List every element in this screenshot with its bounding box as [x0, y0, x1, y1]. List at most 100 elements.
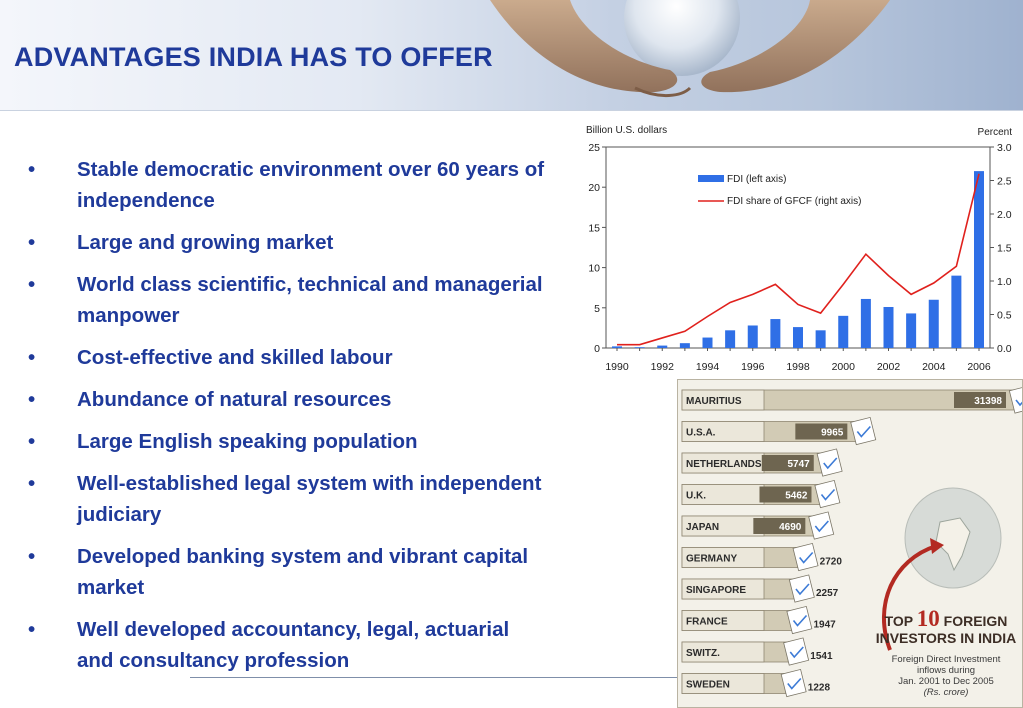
checkmark-icon: [787, 677, 802, 690]
x-tick-label: 2002: [877, 361, 901, 373]
bullet-item: • Large and growing market: [28, 227, 548, 258]
checkmark-icon: [814, 520, 829, 533]
investor-country: MAURITIUS: [686, 396, 742, 407]
left-axis-title: Billion U.S. dollars: [586, 125, 667, 136]
fdi-bar: [679, 343, 690, 348]
fdi-bar: [906, 313, 917, 348]
bullet-text: Abundance of natural resources: [77, 388, 392, 411]
investor-country: JAPAN: [686, 522, 719, 533]
fdi-bar: [974, 171, 984, 348]
right-tick-label: 1.5: [997, 243, 1012, 255]
certificate-icon: [1008, 385, 1022, 414]
bullet-marker: •: [28, 388, 36, 411]
investor-label-box: [681, 610, 765, 631]
investor-value: 4690: [779, 522, 802, 533]
fdi-bar: [657, 345, 668, 348]
x-tick-label: 2000: [832, 361, 856, 373]
left-tick-label: 5: [594, 303, 600, 315]
investor-country: SINGAPORE: [686, 585, 746, 596]
certificate-icon: [814, 479, 841, 509]
x-tick-label: 1996: [741, 361, 765, 373]
fdi-bar: [747, 325, 758, 348]
certificate-icon: [808, 511, 835, 540]
fdi-bar: [634, 347, 645, 348]
investor-label-box: [681, 547, 765, 568]
certificate-icon: [786, 605, 813, 635]
investor-label-box: [681, 578, 765, 600]
fdi-bar: [860, 298, 871, 348]
investor-country: SWEDEN: [686, 680, 730, 691]
x-tick-label: 2004: [922, 361, 946, 373]
right-axis-title: Percent: [978, 127, 1013, 138]
investor-value-bar: [954, 392, 1006, 408]
investor-value: 5462: [785, 491, 808, 502]
investor-country: U.S.A.: [686, 428, 716, 439]
right-tick-label: 2.5: [997, 176, 1012, 188]
certificate-icon: [816, 448, 843, 477]
infographic-subtitle: Foreign Direct Investment inflows during…: [868, 654, 1022, 698]
bullet-text: Well developed accountancy, legal, actua…: [77, 618, 510, 672]
investor-value-bar: [759, 486, 812, 503]
fdi-bar: [951, 275, 962, 348]
bullet-marker: •: [28, 472, 36, 495]
investor-country: U.K.: [686, 491, 706, 502]
infographic-title-number: 10: [916, 606, 940, 631]
legend-label-gfcf: FDI share of GFCF (right axis): [727, 196, 861, 207]
pointer-arrow-icon: [881, 544, 937, 651]
bullet-marker: •: [28, 346, 36, 369]
investor-country: SWITZ.: [686, 648, 720, 659]
investor-value: 1228: [808, 683, 831, 694]
bullet-text: Developed banking system and vibrant cap…: [77, 545, 529, 599]
top-investors-chart: MAURITIUS 31398 U.S.A. 9965 NETHERLANDS 5747 U…: [681, 385, 1022, 698]
checkmark-icon: [789, 646, 804, 659]
x-tick-label: 2006: [967, 361, 991, 373]
checkmark-icon: [795, 583, 810, 596]
checkmark-icon: [820, 488, 836, 501]
investor-country: NETHERLANDS: [686, 459, 762, 470]
x-tick-label: 1990: [605, 361, 629, 373]
investor-label-box: [681, 641, 765, 663]
infographic-title-post: FOREIGN INVESTORS IN INDIA: [875, 613, 1017, 646]
certificate-icon: [792, 542, 819, 572]
bullet-item: • Well developed accountancy, legal, actu…: [28, 614, 548, 676]
investor-value: 5747: [788, 459, 811, 470]
fdi-chart: Billion U.S. dollars Percent 0 5 10 15 20 25 0.0…: [586, 125, 1013, 373]
fdi-bar: [928, 299, 939, 348]
left-tick-label: 20: [588, 182, 600, 194]
investor-value-bar: [753, 518, 806, 534]
investor-value: 2720: [820, 557, 843, 568]
infographic-subtitle-line: Jan. 2001 to Dec 2005: [898, 676, 994, 687]
bullet-item: • Developed banking system and vibrant ca…: [28, 541, 548, 603]
bullet-list: • Stable democratic environment over 60 y…: [28, 154, 548, 687]
fdi-bar: [793, 327, 803, 348]
bullet-text: Large English speaking population: [77, 430, 418, 453]
fdi-bar: [838, 315, 849, 348]
right-tick-label: 1.0: [997, 276, 1012, 288]
page-title: ADVANTAGES INDIA HAS TO OFFER: [14, 42, 493, 72]
bullet-text: World class scientific, technical and ma…: [77, 273, 543, 327]
checkmark-icon: [1015, 399, 1022, 407]
certificate-icon: [780, 668, 807, 698]
fdi-bar: [612, 346, 622, 348]
fdi-bar: [815, 330, 826, 348]
investor-value: 1947: [814, 620, 837, 631]
top-investors-infographic: MAURITIUS 31398 U.S.A. 9965 NETHERLANDS 5747 U…: [677, 379, 1023, 708]
fdi-bar: [725, 330, 736, 348]
infographic-title: TOP 10 FOREIGN INVESTORS IN INDIA: [868, 607, 1022, 647]
checkmark-icon: [856, 425, 871, 438]
bullet-item: • Well-established legal system with inde…: [28, 468, 548, 530]
investor-label-box: [681, 421, 765, 442]
bullet-item: • Large English speaking population: [28, 426, 548, 457]
bullet-item: • Abundance of natural resources: [28, 384, 548, 415]
fdi-bar: [883, 306, 894, 348]
bullet-marker: •: [28, 158, 36, 181]
right-tick-label: 3.0: [997, 142, 1012, 154]
bullet-text: Well-established legal system with indep…: [77, 472, 542, 526]
pointer-arrowhead-icon: [930, 538, 944, 554]
checkmark-icon: [792, 614, 808, 627]
header-banner: ADVANTAGES INDIA HAS TO OFFER: [0, 0, 1023, 111]
legend-swatch-fdi: [698, 175, 724, 182]
right-tick-label: 2.0: [997, 209, 1012, 221]
investor-value: 1541: [810, 651, 833, 662]
bullet-marker: •: [28, 273, 36, 296]
